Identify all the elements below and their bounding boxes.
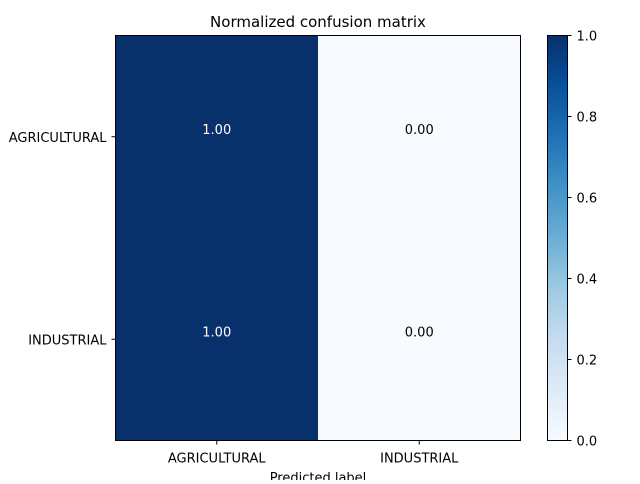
colorbar-tick-label: 0.8 <box>577 111 598 126</box>
colorbar-ticks: 0.0 0.2 0.4 0.6 0.8 1.0 <box>567 30 598 450</box>
heatmap-cell-r0-c1 <box>318 35 521 239</box>
heatmap-cell-label-r0-c1: 0.00 <box>405 123 434 138</box>
colorbar-tick-label: 0.4 <box>577 273 598 288</box>
colorbar <box>547 35 568 441</box>
heatmap-cell-r1-c1 <box>318 238 521 441</box>
heatmap-cells <box>115 35 521 441</box>
heatmap-cell-labels: 1.00 0.00 1.00 0.00 <box>202 123 433 341</box>
y-axis-ticks: AGRICULTURAL INDUSTRIAL <box>9 131 116 348</box>
colorbar-tick-label: 0.6 <box>577 192 598 207</box>
heatmap-cell-r0-c0 <box>115 35 319 239</box>
heatmap-frame <box>115 35 521 441</box>
colorbar-tick-label: 0.2 <box>577 354 598 369</box>
colorbar-tick-label: 0.0 <box>577 435 598 450</box>
chart-title: Normalized confusion matrix <box>210 13 426 31</box>
y-tick-label: INDUSTRIAL <box>28 333 107 348</box>
heatmap-cell-r1-c0 <box>115 238 319 441</box>
heatmap-cell-label-r1-c0: 1.00 <box>202 325 231 340</box>
x-tick-label: AGRICULTURAL <box>168 452 267 467</box>
heatmap-cell-label-r1-c1: 0.00 <box>405 325 434 340</box>
x-tick-label: INDUSTRIAL <box>380 452 459 467</box>
heatmap-cell-label-r0-c0: 1.00 <box>202 123 231 138</box>
x-axis-ticks: AGRICULTURAL INDUSTRIAL <box>168 440 459 467</box>
x-axis-label: Predicted label <box>270 471 367 480</box>
y-tick-label: AGRICULTURAL <box>9 131 108 146</box>
colorbar-tick-label: 1.0 <box>577 30 598 45</box>
